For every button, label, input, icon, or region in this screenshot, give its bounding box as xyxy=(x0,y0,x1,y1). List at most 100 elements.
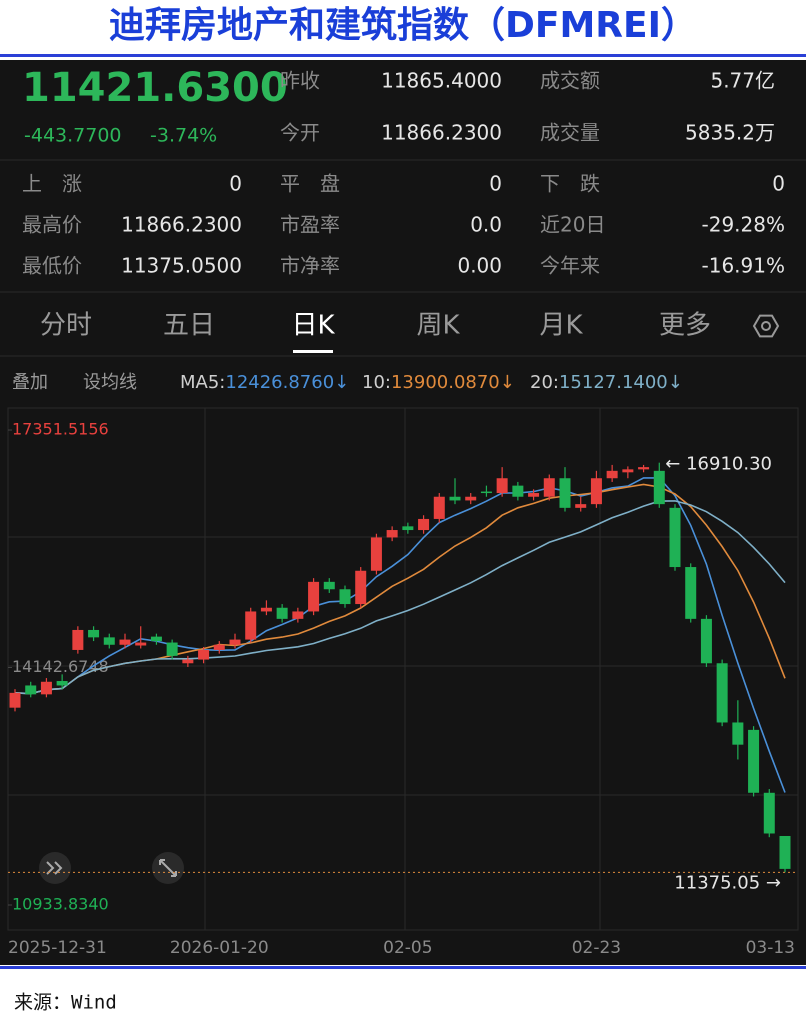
gear-outline xyxy=(752,314,780,338)
candle-body xyxy=(449,496,461,501)
kline-chart: 17351.5156 14142.6748 10933.8340 2025-12-31… xyxy=(7,407,799,958)
price-change: -443.7700 xyxy=(24,125,122,147)
period-tab[interactable]: 五日 xyxy=(163,311,215,341)
detail-label: 上 涨 xyxy=(22,172,82,196)
candle-body xyxy=(150,636,162,642)
candle-body xyxy=(323,581,335,590)
candle-body xyxy=(182,659,194,664)
candle-body xyxy=(308,581,320,612)
ma-label: MA5: xyxy=(180,372,225,393)
candle-body xyxy=(276,607,288,619)
candle-body xyxy=(433,496,445,519)
candle-body xyxy=(512,485,524,497)
candle-body xyxy=(402,526,414,531)
candle-body xyxy=(638,467,650,470)
period-tab[interactable]: 周K xyxy=(416,311,460,341)
candle-body xyxy=(166,642,178,656)
ma-value: 13900.0870↓ xyxy=(391,372,515,393)
candle-body xyxy=(103,637,115,645)
y-tick-label: 17351.5156 xyxy=(12,420,109,439)
last-price: 11421.6300 xyxy=(22,65,288,111)
period-tab[interactable]: 更多 xyxy=(659,311,711,341)
detail-value: 0.00 xyxy=(457,254,502,278)
candle-body xyxy=(590,478,602,505)
x-tick-label: 2026-01-20 xyxy=(170,938,269,958)
detail-label: 下 跌 xyxy=(540,172,600,196)
source-note: 来源：Wind xyxy=(14,992,117,1014)
candle-body xyxy=(779,835,791,869)
x-tick-label: 02-23 xyxy=(572,938,621,958)
detail-label: 市净率 xyxy=(280,254,340,278)
candle-body xyxy=(669,507,681,568)
candle-body xyxy=(292,611,304,619)
detail-value: 11866.2300 xyxy=(121,213,242,237)
candle-body xyxy=(653,470,665,505)
candle-body xyxy=(355,570,367,605)
active-tab-indicator xyxy=(293,350,333,353)
candle-body xyxy=(480,491,492,494)
candle-body xyxy=(260,607,272,612)
candle-body xyxy=(9,692,21,708)
candle-body xyxy=(213,644,225,650)
candle-body xyxy=(88,629,100,638)
ma-value: 12426.8760↓ xyxy=(225,372,349,393)
candle-body xyxy=(700,618,712,664)
detail-value: 0.0 xyxy=(470,213,502,237)
detail-value: 0 xyxy=(489,172,502,196)
stat-label: 成交量 xyxy=(540,121,600,145)
candle-body xyxy=(496,478,508,494)
bottom-rule xyxy=(0,966,806,969)
candle-body xyxy=(716,663,728,723)
ma-settings-button[interactable]: 设均线 xyxy=(83,372,137,393)
ma-value: 15127.1400↓ xyxy=(559,372,683,393)
candle-body xyxy=(528,493,540,497)
candle-body xyxy=(763,792,775,834)
stat-value: 5.77亿 xyxy=(710,69,775,93)
fullscreen-button[interactable] xyxy=(152,852,184,884)
candle-body xyxy=(622,469,634,473)
top-rule xyxy=(0,54,806,57)
stat-value: 11865.4000 xyxy=(381,69,502,93)
candle-body xyxy=(40,681,52,695)
candle-body xyxy=(339,589,351,605)
x-tick-label: 03-13 xyxy=(746,938,795,958)
overlay-button[interactable]: 叠加 xyxy=(12,372,48,393)
high-annotation: ← 16910.30 xyxy=(665,454,772,475)
candle-body xyxy=(245,611,257,640)
expand-button[interactable] xyxy=(39,852,71,884)
detail-value: 11375.0500 xyxy=(121,254,242,278)
candle-body xyxy=(418,518,430,531)
ma-label: 20: xyxy=(530,372,559,393)
candle-body xyxy=(559,478,571,508)
candle-body xyxy=(25,685,37,695)
candle-body xyxy=(732,722,744,745)
app-panel xyxy=(0,60,806,965)
detail-value: -16.91% xyxy=(702,254,785,278)
period-tab[interactable]: 月K xyxy=(539,311,583,341)
stat-value: 5835.2万 xyxy=(685,121,775,145)
button-bg xyxy=(39,852,71,884)
candle-body xyxy=(119,639,131,645)
stat-label: 昨收 xyxy=(280,69,320,93)
candle-body xyxy=(56,681,68,686)
candle-body xyxy=(135,642,147,646)
gear-center xyxy=(761,321,771,331)
candle-body xyxy=(72,629,84,650)
detail-value: -29.28% xyxy=(702,213,785,237)
stat-value: 11866.2300 xyxy=(381,121,502,145)
plot-frame xyxy=(7,407,799,931)
candle-body xyxy=(229,639,241,645)
y-tick-label: 14142.6748 xyxy=(12,657,109,676)
period-tab[interactable]: 日K xyxy=(291,311,335,341)
detail-value: 0 xyxy=(229,172,242,196)
arrows xyxy=(159,859,177,877)
candle-body xyxy=(748,729,760,793)
candle-body xyxy=(465,496,477,501)
settings-icon[interactable] xyxy=(752,314,780,338)
period-tab[interactable]: 分时 xyxy=(40,311,92,341)
ma-label: 10: xyxy=(362,372,391,393)
stat-label: 今开 xyxy=(280,121,320,145)
candle-body xyxy=(543,478,555,497)
detail-label: 最低价 xyxy=(22,254,82,278)
